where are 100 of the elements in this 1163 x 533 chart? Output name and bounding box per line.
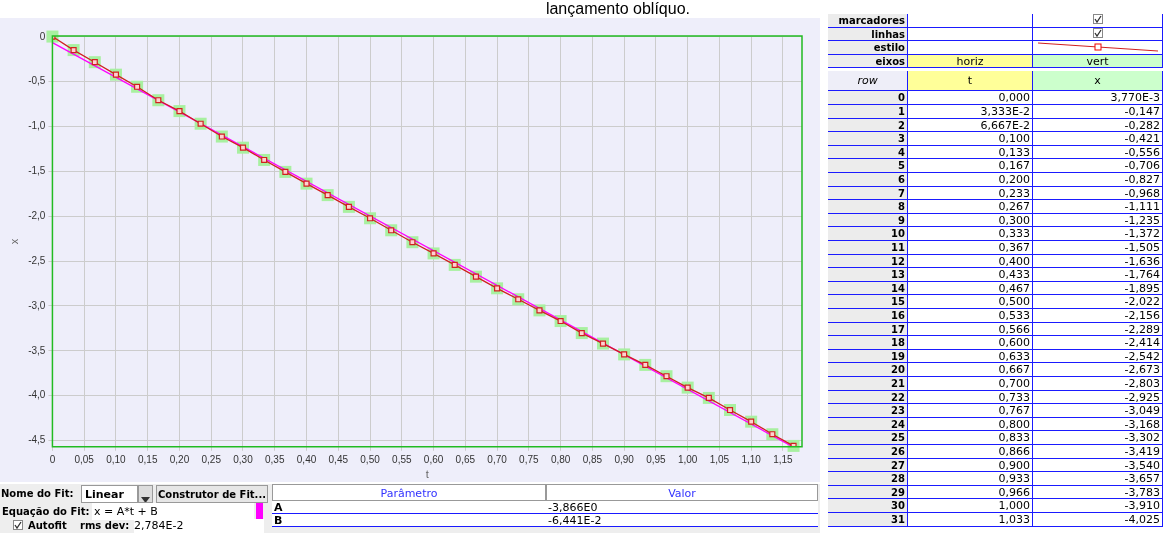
text: row	[828, 71, 908, 92]
y-tick-label: -4,5	[28, 434, 46, 446]
x-tick-label: 0,40	[296, 453, 317, 465]
text: 18	[828, 336, 908, 350]
y-tick-label: -1,5	[28, 165, 46, 177]
text: -3,302	[1033, 431, 1163, 445]
text: -1,895	[1033, 281, 1163, 296]
text: 10	[828, 227, 908, 241]
text: 26	[828, 445, 908, 459]
text: 0,467	[908, 281, 1033, 296]
text: 0,200	[908, 173, 1033, 187]
text: B	[272, 514, 546, 527]
chart-title: lançamento oblíquo.	[544, 0, 691, 18]
text: -0,827	[1033, 173, 1163, 187]
x-tick-label: 0,55	[392, 453, 412, 465]
x-tick-label: 0,90	[614, 453, 635, 465]
text: -2,289	[1033, 322, 1163, 337]
text: -2,022	[1033, 295, 1163, 309]
text: -4,025	[1033, 513, 1163, 527]
x-tick-label: 1,15	[773, 453, 794, 465]
text: 20	[828, 363, 908, 377]
text: 0,300	[908, 213, 1033, 228]
text: -3,657	[1033, 472, 1163, 486]
text: 30	[828, 499, 908, 513]
text: 4	[828, 145, 908, 160]
x-tick-label: 1,00	[677, 453, 698, 465]
text: -2,925	[1033, 390, 1163, 405]
text: 17	[828, 322, 908, 337]
text: 29	[828, 485, 908, 500]
y-tick-label: -0,5	[28, 75, 46, 87]
text: -2,414	[1033, 336, 1163, 350]
text: 0,500	[908, 295, 1033, 309]
text: 24	[828, 417, 908, 432]
x-tick-label: 0,85	[582, 453, 603, 465]
y-tick-label: -3,0	[28, 299, 46, 311]
x-tick-label: 0,10	[106, 453, 127, 465]
text: -1,111	[1033, 200, 1163, 214]
text: 0,566	[908, 322, 1033, 337]
text: x	[1033, 71, 1163, 92]
text: 2,784E-2	[134, 519, 264, 533]
text: A	[272, 501, 546, 514]
text: t	[908, 71, 1033, 92]
x-tick-label: 0,75	[519, 453, 540, 465]
text: Equação do Fit:	[2, 505, 91, 519]
text: -1,235	[1033, 213, 1163, 228]
text: -0,282	[1033, 118, 1163, 133]
text: -3,168	[1033, 417, 1163, 432]
text: 12	[828, 254, 908, 269]
text: -3,540	[1033, 458, 1163, 473]
x-tick-label: 0,70	[487, 453, 508, 465]
y-axis-title: x	[7, 238, 20, 245]
text: Parâmetro	[272, 484, 546, 501]
text: -3,910	[1033, 499, 1163, 513]
text: -1,764	[1033, 268, 1163, 282]
text: 0,633	[908, 349, 1033, 364]
x-tick-label: 0,20	[169, 453, 190, 465]
text: 2	[828, 118, 908, 133]
text: -1,636	[1033, 254, 1163, 269]
text: -3,783	[1033, 485, 1163, 500]
text: -2,673	[1033, 363, 1163, 377]
y-tick-label: -2,5	[28, 254, 46, 266]
text: 6,667E-2	[908, 118, 1033, 133]
text: 0,000	[908, 91, 1033, 105]
text: 25	[828, 431, 908, 445]
text: eixos	[828, 54, 908, 69]
text: -2,156	[1033, 309, 1163, 323]
text: Linear	[81, 485, 138, 503]
text: estilo	[828, 41, 908, 55]
text: -1,505	[1033, 241, 1163, 255]
text: horiz	[908, 54, 1033, 69]
x-tick-label: 0,30	[233, 453, 254, 465]
text: -0,556	[1033, 145, 1163, 160]
text: -2,803	[1033, 377, 1163, 391]
text: 9	[828, 213, 908, 228]
text: -1,372	[1033, 227, 1163, 241]
text: -3,419	[1033, 445, 1163, 459]
text: 0,833	[908, 431, 1033, 445]
text: 28	[828, 472, 908, 486]
text: -0,706	[1033, 159, 1163, 173]
y-tick-label: -4,0	[28, 389, 46, 401]
text: 14	[828, 281, 908, 296]
x-tick-label: 0,60	[423, 453, 444, 465]
text: 0,600	[908, 336, 1033, 350]
text: 0,767	[908, 404, 1033, 418]
text: 6	[828, 173, 908, 187]
text: 0,933	[908, 472, 1033, 486]
y-tick-label: -3,5	[28, 344, 46, 356]
text: 3,770E-3	[1033, 91, 1163, 105]
y-tick-label: -2,0	[28, 210, 46, 222]
text: -3,866E0	[546, 501, 818, 514]
text: 7	[828, 186, 908, 201]
x-tick-label: 0,45	[328, 453, 349, 465]
text: 0,667	[908, 363, 1033, 377]
x-tick-label: 0,65	[455, 453, 476, 465]
text: linhas	[828, 27, 908, 42]
text: Nome do Fit:	[1, 487, 75, 501]
text: 1	[828, 105, 908, 119]
text: x = A*t + B	[92, 503, 254, 520]
text: vert	[1033, 54, 1163, 69]
text: 0,100	[908, 132, 1033, 146]
